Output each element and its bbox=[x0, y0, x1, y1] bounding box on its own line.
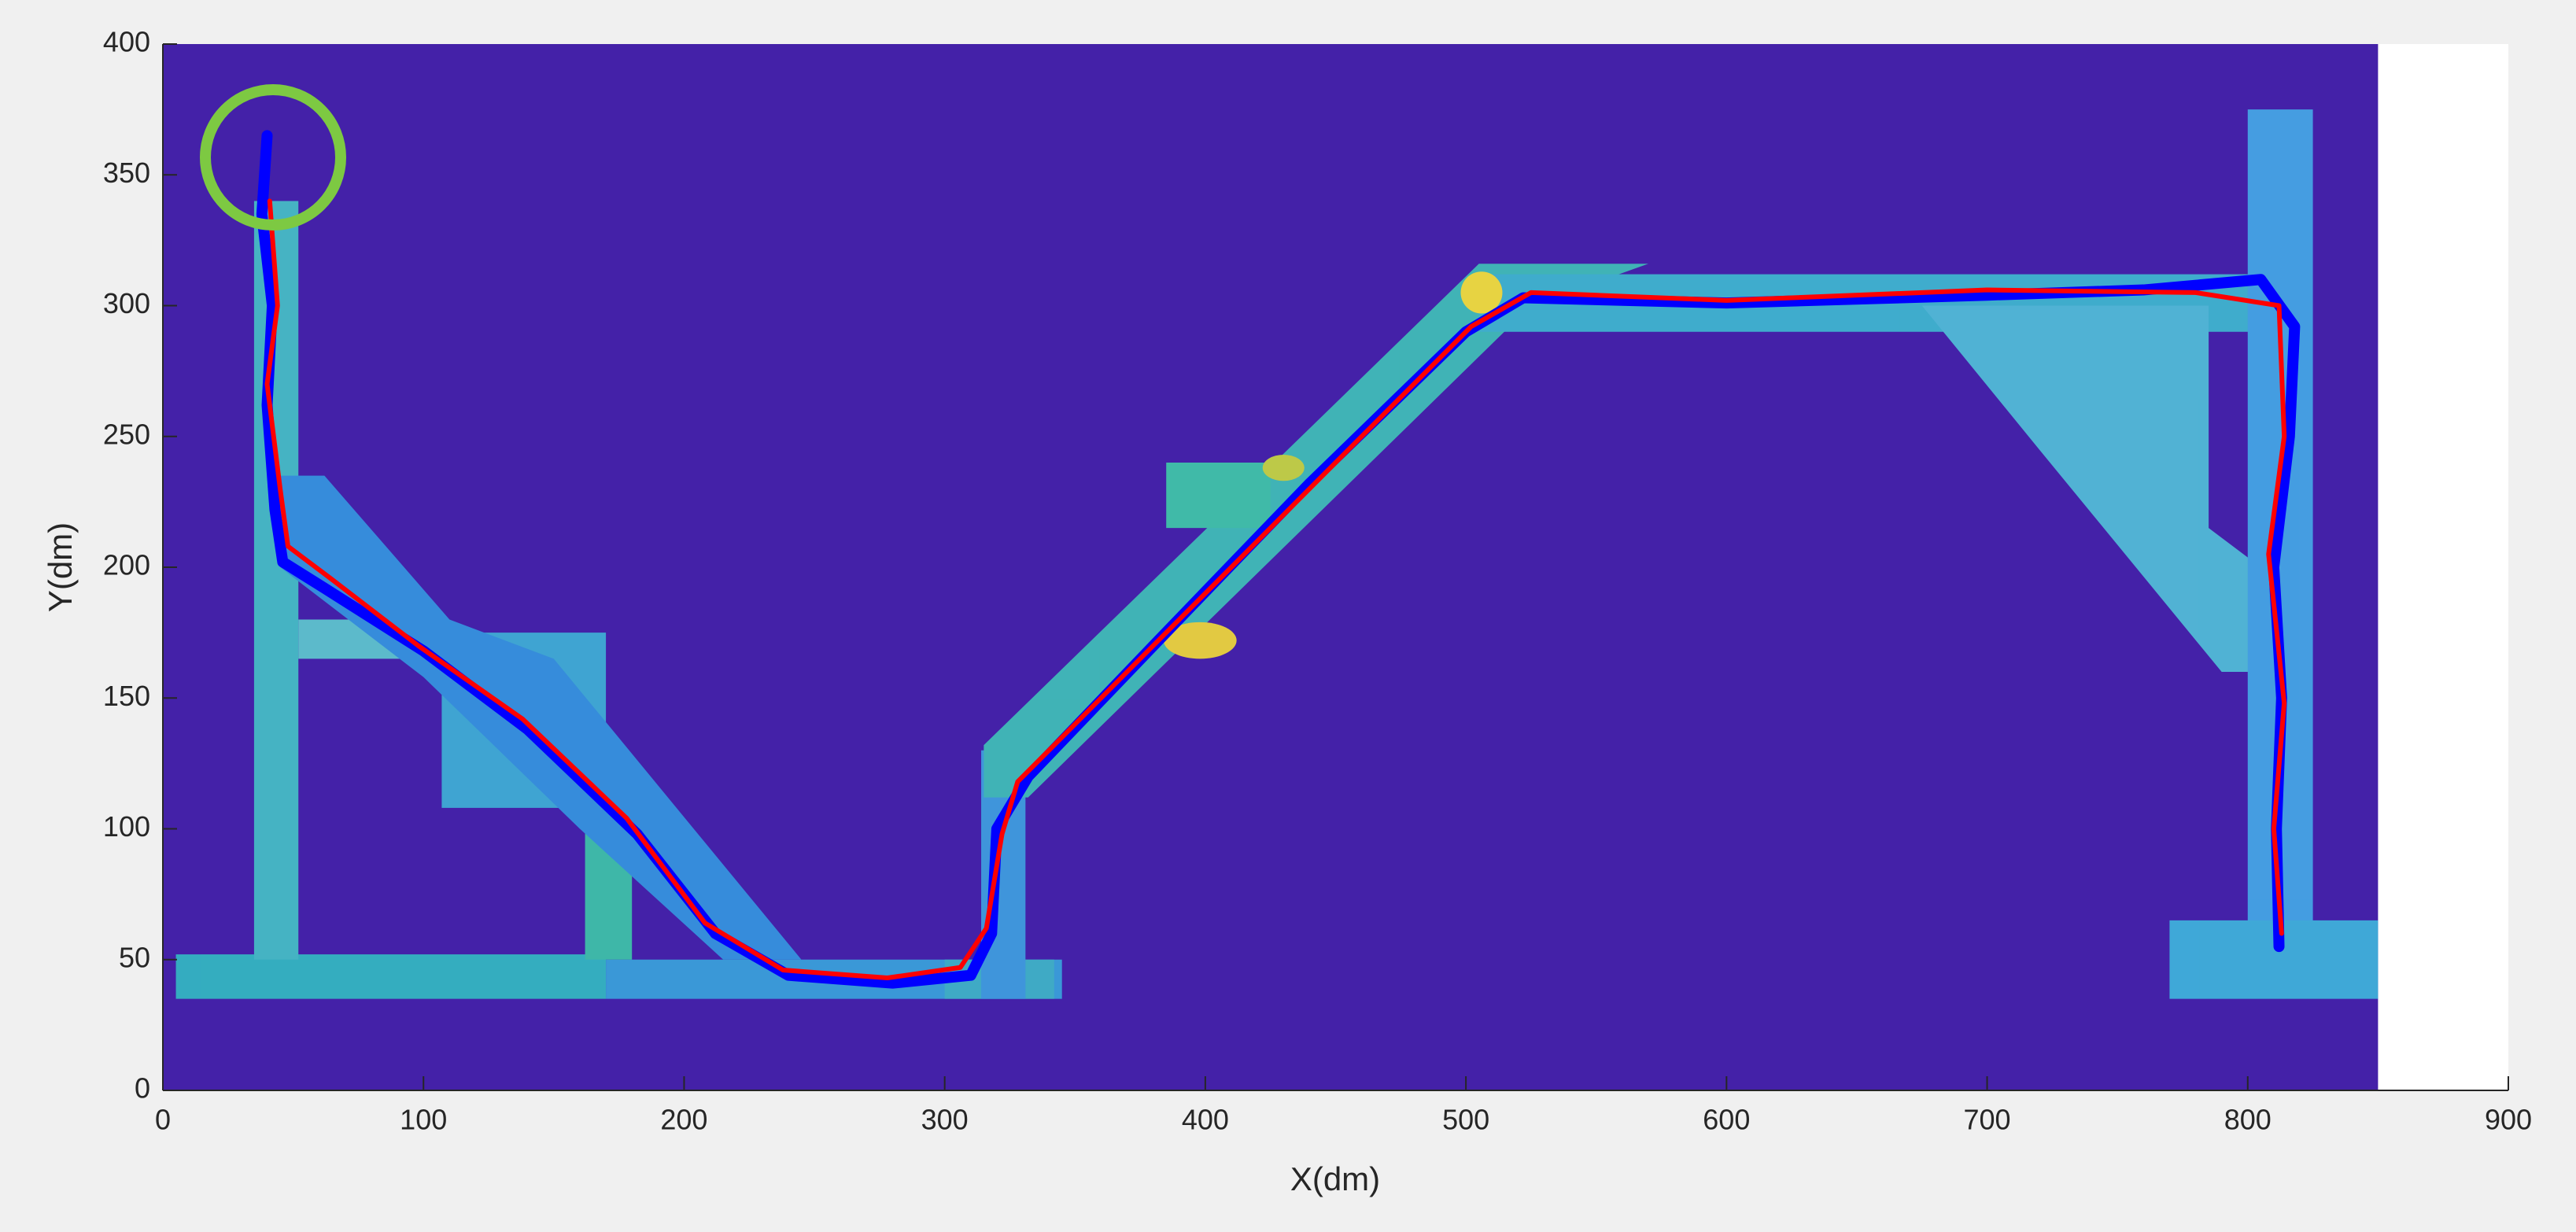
heat-field bbox=[163, 43, 2379, 1090]
region bbox=[175, 954, 607, 999]
y-tick-label: 200 bbox=[103, 549, 150, 581]
x-tick-label: 700 bbox=[1964, 1104, 2011, 1136]
y-tick-label: 350 bbox=[103, 157, 150, 189]
region bbox=[280, 475, 802, 960]
hot-spot bbox=[1262, 455, 1305, 481]
x-tick-label: 500 bbox=[1442, 1104, 1489, 1136]
y-tick-label: 150 bbox=[103, 680, 150, 712]
y-axis-label: Y(dm) bbox=[42, 522, 79, 612]
y-tick-label: 100 bbox=[103, 810, 150, 843]
x-tick-label: 800 bbox=[2224, 1104, 2272, 1136]
x-tick-label: 600 bbox=[1703, 1104, 1750, 1136]
y-tick-label: 250 bbox=[103, 418, 150, 450]
y-tick-label: 0 bbox=[135, 1072, 150, 1105]
x-axis-label: X(dm) bbox=[1290, 1160, 1380, 1197]
y-tick-label: 50 bbox=[119, 941, 150, 973]
region bbox=[1166, 463, 1271, 529]
trajectory-line bbox=[264, 198, 2287, 981]
field-regions bbox=[175, 109, 2379, 999]
y-tick-label: 400 bbox=[103, 26, 150, 58]
hot-spot bbox=[1460, 271, 1503, 314]
trajectories bbox=[256, 130, 2301, 989]
region bbox=[984, 264, 1648, 798]
field-background bbox=[163, 43, 2379, 1090]
x-tick-label: 900 bbox=[2485, 1104, 2532, 1136]
x-tick-label: 300 bbox=[921, 1104, 969, 1136]
x-tick-label: 400 bbox=[1182, 1104, 1229, 1136]
y-tick-label: 300 bbox=[103, 287, 150, 319]
region bbox=[1921, 305, 2261, 672]
x-tick-label: 100 bbox=[400, 1104, 447, 1136]
hot-spot bbox=[1163, 622, 1237, 659]
x-tick-label: 0 bbox=[155, 1104, 171, 1136]
start-highlight bbox=[200, 84, 346, 231]
trajectory-line bbox=[256, 130, 2301, 989]
x-tick-label: 200 bbox=[660, 1104, 707, 1136]
